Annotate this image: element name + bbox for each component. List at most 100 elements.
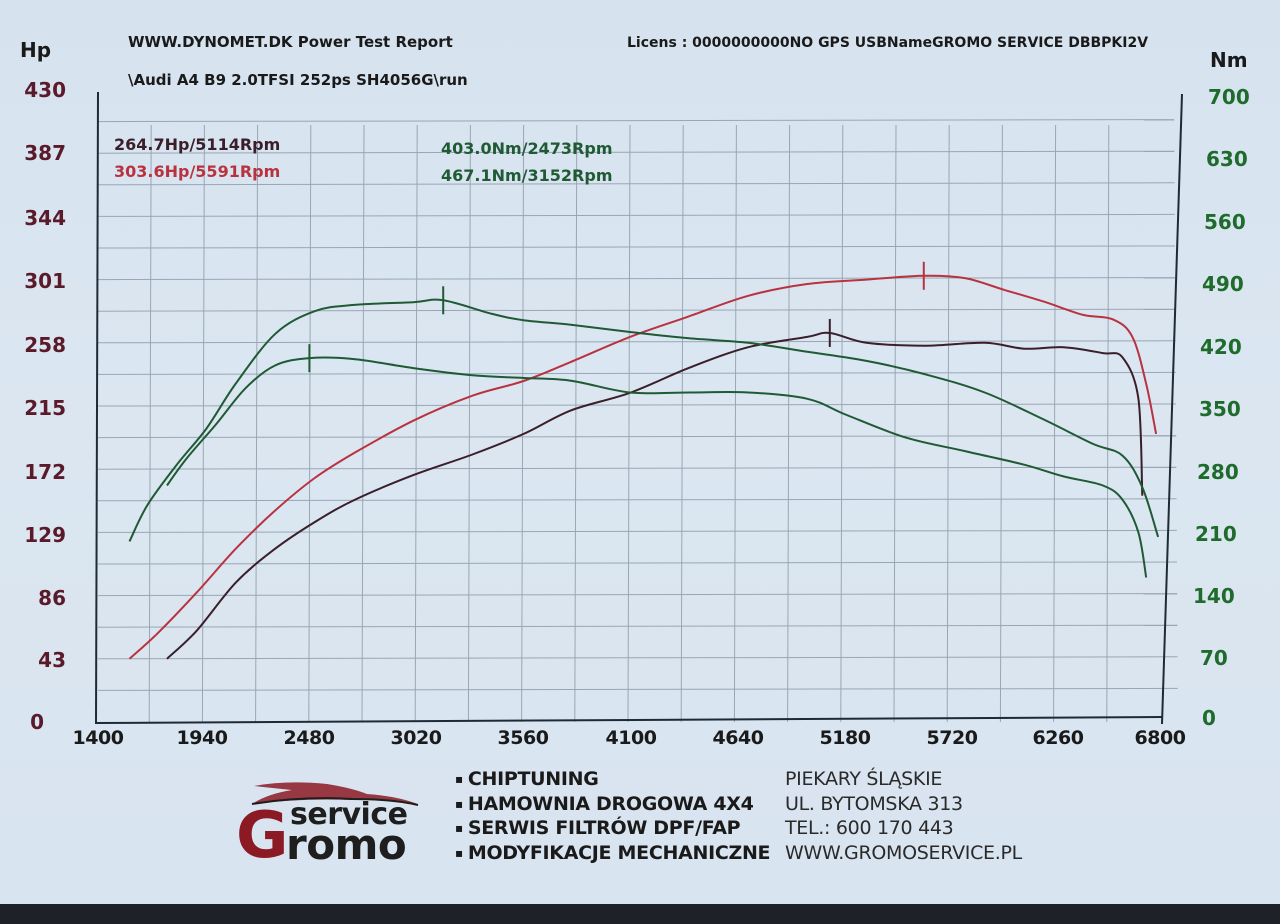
stock-power-curve (166, 331, 1144, 660)
grid-line-vertical (627, 124, 631, 723)
grid-line-vertical (148, 124, 152, 723)
hp-tick: 129 (24, 523, 66, 547)
left-axis-unit: Hp (20, 38, 52, 62)
grid-line-vertical (680, 124, 684, 723)
hp-tick: 430 (24, 78, 66, 102)
tuned-torque-curve (128, 298, 1160, 542)
nm-tick: 350 (1199, 397, 1241, 421)
hp-tick: 0 (30, 710, 44, 734)
nm-tick: 560 (1204, 210, 1246, 234)
grid-line-vertical (255, 124, 259, 723)
service-item: SERWIS FILTRÓW DPF/FAP (455, 817, 770, 842)
grid-line-vertical (574, 124, 578, 723)
address-phone: TEL.: 600 170 443 (785, 817, 954, 839)
stock-torque-curve (166, 356, 1148, 578)
grid-line-horizontal (97, 340, 1176, 344)
stock-nm-peak-label: 403.0Nm/2473Rpm (441, 139, 613, 158)
grid-line-horizontal (97, 687, 1178, 691)
hp-tick: 172 (24, 460, 66, 484)
grid-line-horizontal (97, 308, 1176, 312)
nm-tick: 140 (1193, 584, 1235, 608)
hp-tick: 215 (24, 396, 66, 420)
grid-line-horizontal (97, 498, 1177, 502)
grid-line-horizontal (97, 371, 1176, 375)
grid-line-horizontal (97, 119, 1175, 123)
grid-line-horizontal (97, 561, 1178, 565)
rpm-tick: 6260 (1032, 727, 1084, 749)
rpm-tick: 4640 (712, 727, 764, 749)
grid-line-horizontal (97, 182, 1175, 186)
grid-line-vertical (308, 124, 312, 723)
grid-line-vertical (467, 124, 471, 723)
run-name: \Audi A4 B9 2.0TFSI 252ps SH4056G\run (128, 71, 468, 89)
grid-line-vertical (361, 124, 365, 723)
grid-line-vertical (999, 124, 1003, 723)
grid-line-horizontal (97, 435, 1177, 439)
stock-hp-peak-label: 264.7Hp/5114Rpm (114, 135, 281, 154)
service-item: HAMOWNIA DROGOWA 4X4 (455, 793, 770, 818)
right-axis-line (1161, 93, 1183, 725)
grid-line-vertical (201, 124, 205, 723)
grid-line-horizontal (97, 403, 1177, 407)
grid-line-horizontal (97, 277, 1176, 281)
right-axis-unit: Nm (1210, 48, 1248, 72)
grid-line-vertical (414, 124, 418, 723)
nm-tick: 700 (1208, 85, 1250, 109)
report-title: WWW.DYNOMET.DK Power Test Report (128, 33, 453, 51)
license-line: Licens : 0000000000NO GPS USBNameGROMO S… (627, 35, 1149, 51)
tuned-hp-peak-label: 303.6Hp/5591Rpm (114, 162, 281, 181)
plot-curves (128, 274, 1160, 660)
nm-tick: 210 (1195, 522, 1237, 546)
rpm-tick: 6800 (1134, 727, 1186, 749)
peak-markers (308, 261, 925, 373)
hp-tick: 258 (24, 333, 66, 357)
rpm-tick: 4100 (605, 727, 657, 749)
grid-line-horizontal (97, 213, 1175, 217)
grid-line-vertical (840, 124, 844, 723)
logo-romo-text: romo (286, 820, 407, 869)
gromo-service-logo: G service romo (232, 778, 432, 870)
plot-grid (97, 119, 1178, 723)
nm-tick: 630 (1206, 147, 1248, 171)
address-city: PIEKARY ŚLĄSKIE (785, 768, 943, 790)
nm-tick: 70 (1200, 646, 1228, 670)
grid-line-vertical (521, 124, 525, 723)
tuned-nm-peak-label: 467.1Nm/3152Rpm (441, 166, 613, 185)
nm-tick: 0 (1202, 706, 1216, 730)
grid-line-horizontal (97, 624, 1178, 628)
tuned-power-curve (128, 274, 1158, 660)
rpm-tick: 3560 (497, 727, 549, 749)
rpm-tick: 2480 (283, 727, 335, 749)
rpm-tick: 5720 (926, 727, 978, 749)
car-silhouette-icon (251, 782, 419, 806)
hp-tick: 301 (24, 269, 66, 293)
rpm-tick: 3020 (390, 727, 442, 749)
hp-tick: 43 (38, 648, 66, 672)
left-axis-line (95, 91, 99, 725)
sheet-bottom-edge (0, 904, 1280, 924)
hp-tick: 344 (24, 206, 66, 230)
grid-line-vertical (893, 124, 897, 723)
address-street: UL. BYTOMSKA 313 (785, 792, 963, 815)
rpm-tick: 1400 (72, 727, 124, 749)
grid-line-horizontal (97, 529, 1177, 533)
services-list: CHIPTUNING HAMOWNIA DROGOWA 4X4 SERWIS F… (455, 768, 771, 867)
rpm-tick: 1940 (176, 727, 228, 749)
rpm-tick: 5180 (819, 727, 871, 749)
grid-line-vertical (946, 124, 950, 723)
grid-line-vertical (1053, 124, 1057, 723)
nm-tick: 280 (1197, 460, 1239, 484)
address-block: PIEKARY ŚLĄSKIE UL. BYTOMSKA 313 TEL.: 6… (785, 768, 1022, 866)
grid-line-vertical (787, 124, 791, 723)
hp-tick: 86 (38, 586, 66, 610)
grid-line-horizontal (97, 245, 1176, 249)
nm-tick: 490 (1202, 272, 1244, 296)
logo-service-text: service (290, 797, 408, 832)
hp-tick: 387 (24, 141, 66, 165)
service-item: MODYFIKACJE MECHANICZNE (455, 842, 771, 867)
address-website: WWW.GROMOSERVICE.PL (785, 841, 1022, 864)
grid-line-horizontal (97, 593, 1178, 597)
grid-line-horizontal (97, 150, 1175, 154)
x-axis-line (95, 716, 1163, 724)
logo-letter-g: G (236, 799, 289, 873)
